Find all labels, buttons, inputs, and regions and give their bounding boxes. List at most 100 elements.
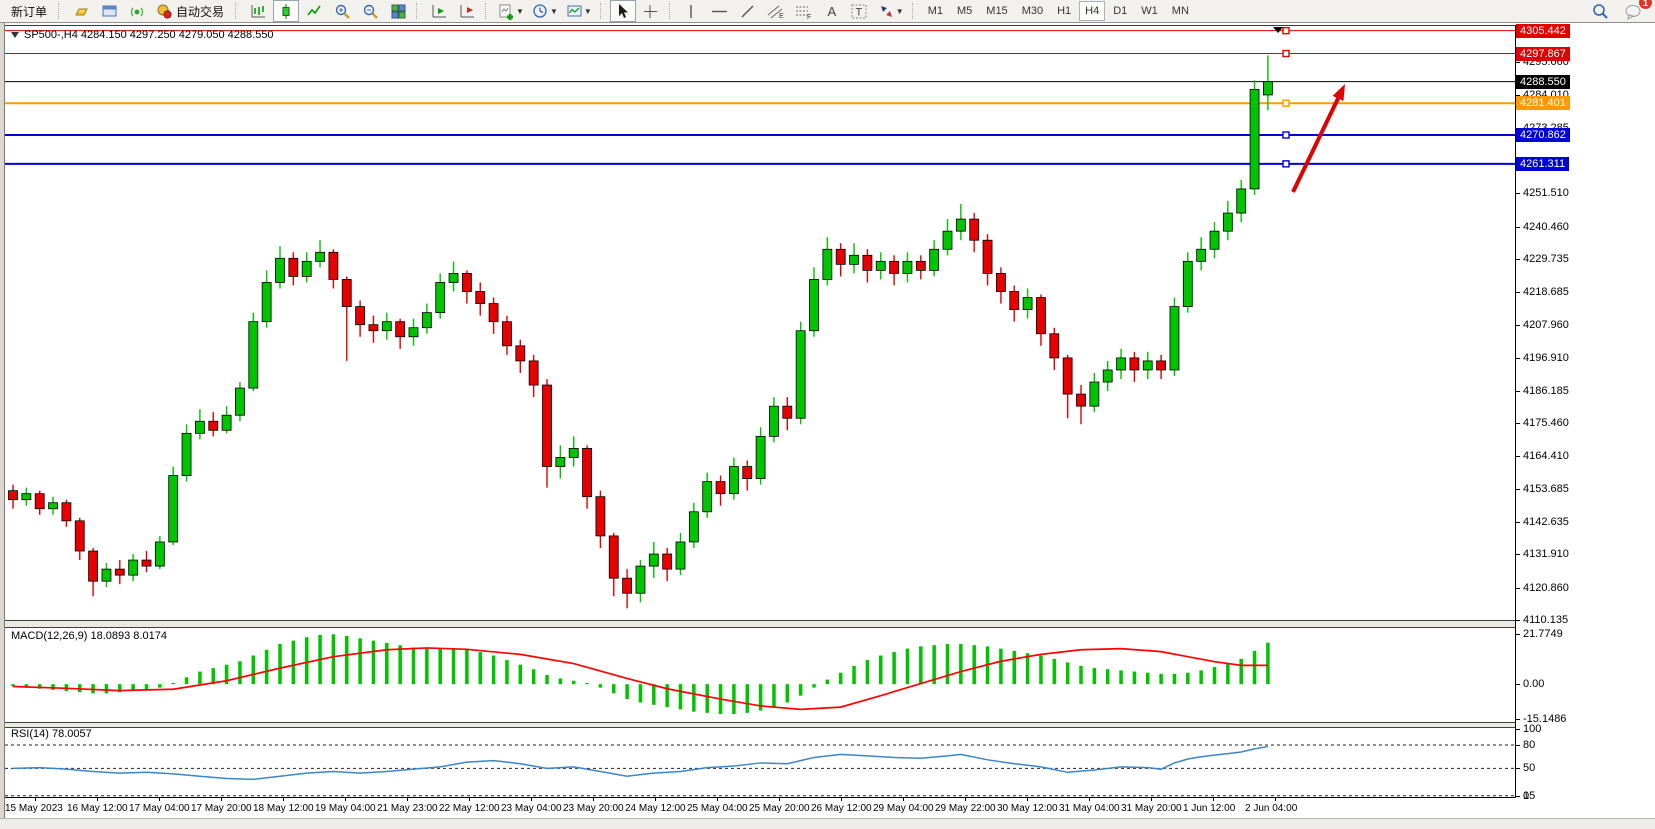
horizontal-line-button[interactable] [707,0,733,22]
time-tick-label: 18 May 12:00 [253,803,314,814]
main-price-chart[interactable]: SP500-,H4 4284.150 4297.250 4279.050 428… [5,26,1515,620]
candle-body [1222,212,1233,232]
candle-body [1116,357,1126,371]
candle-body [88,550,98,582]
candle-body [742,466,753,479]
rsi-tick [1516,796,1520,797]
candle-body [261,282,272,323]
candle-body [902,260,913,274]
timeframe-M30[interactable]: M30 [1021,5,1044,17]
template-button[interactable]: ▼ [563,0,595,22]
candle-body [194,420,205,434]
svg-text:F: F [807,14,811,20]
timeframe-M1[interactable]: M1 [927,5,943,17]
market-window-icon [101,3,118,20]
time-tick [159,798,160,801]
time-tick [903,798,904,801]
time-axis[interactable]: 15 May 2023 16 May 12:00 17 May 04:00 17 Ma… [5,797,1516,818]
chart-window-top-border [5,25,1516,26]
timeframe-H4[interactable]: H4 [1079,1,1106,21]
bar-chart-button[interactable] [245,0,271,22]
candle-body [555,457,566,467]
time-tick [717,798,718,801]
notification-badge: 1 [1639,0,1652,9]
candle-body [408,327,419,338]
price-tick [1516,587,1520,589]
gold-ingot-button[interactable] [68,0,94,22]
line-handle[interactable] [1282,26,1290,35]
crosshair-button[interactable] [638,0,664,22]
price-tick [1516,62,1520,63]
rsi-indicator-panel[interactable]: RSI(14) 78.0057 [5,728,1515,797]
timeframe-H1[interactable]: H1 [1057,5,1072,17]
candlestick-chart-button[interactable] [273,0,300,22]
line-handle[interactable] [1282,49,1290,58]
equidistant-channel-button[interactable]: E [763,0,789,22]
candle-body [235,387,245,416]
price-tick-label: 4120.860 [1523,581,1569,594]
timeframe-D1[interactable]: D1 [1113,5,1128,17]
line-chart-button[interactable] [301,0,327,22]
rsi-tick [1516,729,1520,731]
line-handle[interactable] [1282,131,1290,139]
search-button[interactable] [1587,0,1613,22]
period-button[interactable]: ▼ [529,0,561,22]
text-label-button[interactable]: T [847,0,873,22]
tile-windows-button[interactable] [385,0,411,22]
line-handle[interactable] [1282,99,1290,107]
zoom-out-button[interactable] [357,0,383,22]
panel-separator[interactable] [5,620,1516,628]
chevron-down-icon: ▼ [583,6,592,16]
trend-arrow-head[interactable] [1332,84,1345,102]
candle-body [301,260,312,277]
fibonacci-button[interactable]: F [791,0,817,22]
price-scale[interactable]: 4295.0604284.0104273.2854251.5104240.460… [1516,23,1655,828]
chart-shift-marker[interactable] [1273,27,1283,33]
auto-scroll-icon [431,3,448,20]
window-bottom-edge [0,818,1655,829]
time-tick [531,798,532,801]
auto-scroll-button[interactable] [426,0,452,22]
timeframe-toolbar: M1 M5 M15 M30 H1 H4 D1 W1 MN [921,1,1196,21]
time-tick [779,798,780,801]
rsi-tick-label: 80 [1523,739,1536,751]
new-order-button[interactable]: 新订单 [5,0,53,22]
indicators-button[interactable]: ▼ [495,0,527,22]
auto-trading-button[interactable]: 自动交易 [152,0,230,22]
cursor-button[interactable] [609,0,636,22]
text-button[interactable]: A [819,0,845,22]
market-window-button[interactable] [96,0,122,22]
vertical-line-button[interactable] [679,0,705,22]
chart-shift-button[interactable] [454,0,480,22]
time-tick [469,798,470,801]
time-tick-label: 26 May 12:00 [811,803,872,814]
macd-indicator-panel[interactable]: MACD(12,26,9) 18.0893 8.0174 [5,628,1515,722]
timeframe-W1[interactable]: W1 [1141,5,1158,17]
trendline-button[interactable] [735,0,761,22]
trendline-icon [739,3,756,20]
notifications-button[interactable]: 1 [1620,0,1652,22]
line-handle[interactable] [1282,160,1290,168]
timeframe-M5[interactable]: M5 [957,5,973,17]
panel-separator[interactable] [5,722,1516,728]
timeframe-M15[interactable]: M15 [986,5,1008,17]
zoom-in-button[interactable] [329,0,355,22]
time-tick-label: 17 May 04:00 [129,803,190,814]
candle-body [915,260,926,271]
candle-body [568,448,579,458]
time-tick-label: 31 May 20:00 [1121,803,1182,814]
candle-body [595,496,606,537]
chevron-down-icon: ▼ [895,6,904,16]
candle-body [381,321,392,332]
arrows-button[interactable]: ▼ [875,0,907,22]
candle-body [955,218,966,232]
signal-button[interactable] [124,0,150,22]
candle-body [461,273,472,292]
chart-title-text: SP500-,H4 4284.150 4297.250 4279.050 428… [24,29,274,41]
time-tick-label: 22 May 12:00 [439,803,500,814]
macd-tick [1516,684,1520,686]
crosshair-icon [642,3,659,20]
time-tick-label: 19 May 04:00 [315,803,376,814]
timeframe-MN[interactable]: MN [1171,5,1189,17]
candle-body [809,279,819,332]
